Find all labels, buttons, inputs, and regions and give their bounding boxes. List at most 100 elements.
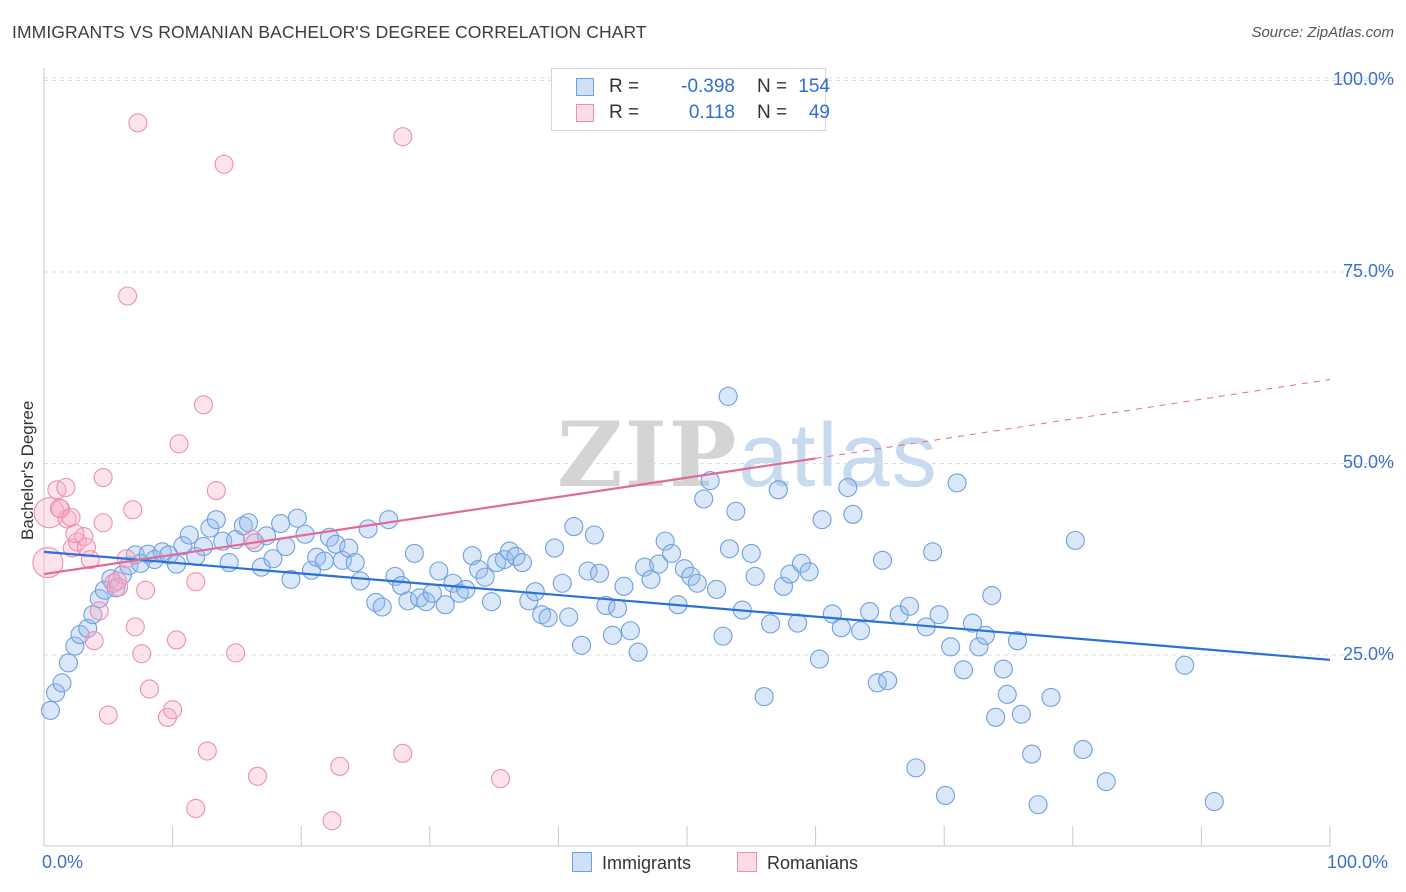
- immigrants-point: [58, 653, 78, 673]
- immigrants-point: [314, 551, 334, 571]
- romanians-trend-extension: [815, 379, 1331, 459]
- y-axis-label: Bachelor's Degree: [18, 400, 37, 540]
- immigrants-point: [487, 553, 507, 573]
- immigrants-point: [838, 477, 858, 498]
- immigrants-point: [614, 576, 634, 596]
- romanians-point: [163, 700, 183, 720]
- immigrants-point: [281, 569, 301, 589]
- immigrants-point: [1204, 792, 1224, 812]
- immigrants-point: [350, 571, 370, 591]
- romanians-points: [32, 69, 748, 831]
- source-credit: Source: ZipAtlas.com: [1251, 24, 1394, 41]
- y-tick-label: 75.0%: [1342, 260, 1394, 281]
- immigrants-point: [1065, 530, 1085, 550]
- chart-title: IMMIGRANTS VS ROMANIAN BACHELOR'S DEGREE…: [12, 22, 647, 42]
- romanians-point: [32, 547, 64, 579]
- romanians-point: [107, 571, 127, 591]
- romanians-point: [247, 766, 268, 786]
- immigrants-point: [481, 592, 502, 612]
- immigrants-point: [809, 649, 830, 669]
- immigrants-point: [745, 566, 765, 586]
- y-tick-label: 25.0%: [1342, 643, 1394, 664]
- immigrants-point: [655, 531, 675, 551]
- immigrants-point: [590, 563, 610, 583]
- romanians-point: [139, 679, 160, 699]
- romanians-point: [136, 580, 156, 600]
- legend-n-value: 49: [808, 102, 830, 123]
- immigrants-point: [276, 536, 296, 557]
- y-tick-label: 50.0%: [1342, 452, 1394, 472]
- immigrants-point: [238, 513, 259, 533]
- immigrants-point: [923, 542, 943, 562]
- immigrants-point: [993, 659, 1013, 679]
- immigrants-point: [1073, 739, 1093, 760]
- immigrants-point: [641, 569, 661, 589]
- immigrants-point: [982, 585, 1002, 606]
- immigrants-point: [929, 605, 949, 625]
- immigrants-point: [559, 607, 579, 627]
- immigrants-point: [1022, 744, 1042, 764]
- romanians-point: [93, 468, 113, 488]
- romanians-point: [226, 643, 246, 663]
- immigrants-point: [1028, 795, 1048, 815]
- immigrants-point: [761, 614, 781, 634]
- romanians-point: [242, 530, 262, 550]
- immigrants-point: [379, 510, 399, 530]
- immigrants-point: [1007, 631, 1028, 651]
- immigrants-point: [499, 541, 520, 561]
- romanians-point: [166, 630, 187, 650]
- immigrants-point: [662, 543, 682, 563]
- romanians-point: [393, 127, 413, 147]
- immigrants-point: [860, 602, 880, 622]
- immigrants-point: [953, 660, 974, 680]
- immigrants-point: [1011, 704, 1031, 724]
- immigrants-point: [287, 508, 307, 528]
- immigrants-point: [608, 598, 628, 619]
- immigrants-point: [713, 626, 733, 646]
- legend-r-value: -0.398: [681, 76, 735, 97]
- immigrants-point: [694, 489, 714, 509]
- romanians-point: [109, 577, 129, 597]
- immigrants-point: [469, 559, 489, 580]
- immigrants-points: [40, 386, 1224, 815]
- immigrants-point: [602, 625, 622, 645]
- bottom-legend-immigrants: Immigrants: [572, 852, 691, 874]
- immigrants-point: [578, 561, 598, 581]
- bottom-legend-swatch-blue: [572, 852, 592, 872]
- romanians-point: [193, 395, 214, 415]
- immigrants-point: [544, 538, 565, 558]
- immigrants-point: [512, 553, 532, 573]
- immigrants-point: [1096, 772, 1116, 792]
- immigrants-point: [326, 534, 346, 554]
- legend-n-label: N =: [757, 76, 788, 97]
- immigrants-point: [40, 700, 60, 720]
- immigrants-point: [552, 573, 572, 593]
- immigrants-point: [52, 673, 72, 693]
- romanians-point: [62, 538, 82, 558]
- immigrants-point: [726, 501, 746, 521]
- immigrants-point: [997, 684, 1017, 704]
- immigrants-point: [906, 758, 926, 778]
- immigrants-point: [584, 525, 604, 545]
- romanians-point: [123, 500, 143, 520]
- bottom-legend-label: Romanians: [767, 853, 859, 873]
- immigrants-point: [564, 517, 584, 537]
- romanians-point: [186, 572, 206, 592]
- immigrants-point: [179, 525, 199, 545]
- immigrants-point: [700, 471, 720, 491]
- immigrants-point: [718, 386, 738, 406]
- immigrants-point: [345, 553, 365, 573]
- immigrants-point: [935, 785, 956, 805]
- immigrants-point: [628, 642, 648, 662]
- romanians-point: [490, 769, 511, 789]
- romanians-point: [56, 477, 76, 498]
- immigrants-point: [941, 637, 961, 657]
- immigrants-point: [620, 621, 640, 641]
- immigrants-point: [687, 573, 707, 593]
- x-tick-label-max: 100.0%: [1327, 852, 1389, 872]
- romanians-point: [322, 811, 342, 831]
- romanians-point: [89, 601, 109, 621]
- romanians-trend-line: [43, 457, 816, 576]
- immigrants-point: [768, 480, 788, 500]
